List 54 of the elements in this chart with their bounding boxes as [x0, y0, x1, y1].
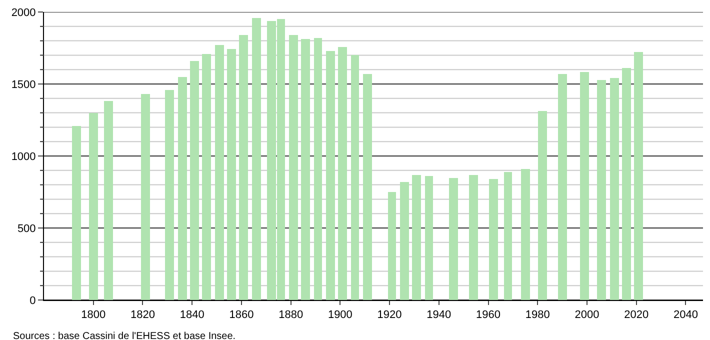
bar [521, 169, 530, 300]
bar [141, 94, 150, 300]
y-tick-label: 500 [17, 222, 36, 235]
bar [239, 35, 248, 300]
bar [412, 175, 421, 300]
x-tick-label: 1920 [377, 309, 402, 322]
bar [301, 39, 310, 300]
y-tick-label: 2000 [11, 6, 36, 19]
x-tick-label: 1900 [328, 309, 352, 322]
bar [252, 18, 261, 300]
x-tick-label: 1820 [130, 309, 155, 322]
bar [558, 74, 567, 300]
bar [504, 172, 512, 300]
bar [338, 47, 347, 300]
bar [538, 111, 547, 300]
x-tick-label: 2000 [574, 309, 600, 322]
y-tick-label: 1500 [11, 78, 36, 91]
bar [489, 179, 498, 300]
bar [289, 35, 298, 300]
x-tick-label: 1840 [180, 309, 204, 322]
bar [89, 113, 98, 300]
bar [178, 77, 187, 300]
x-tick-label: 2040 [673, 309, 698, 322]
y-tick-label: 1000 [11, 150, 36, 163]
x-tick-label: 2020 [624, 309, 649, 322]
bar [190, 61, 199, 300]
bar [363, 74, 372, 300]
x-tick-label: 1960 [476, 309, 501, 322]
bar [314, 38, 322, 300]
bar [622, 68, 631, 300]
y-tick-label: 0 [30, 294, 36, 307]
x-tick-label: 1880 [278, 309, 304, 322]
bar [610, 78, 619, 300]
x-tick-label: 1800 [81, 309, 106, 322]
bar [104, 101, 113, 300]
x-tick-label: 1940 [426, 309, 452, 322]
source-note: Sources : base Cassini de l'EHESS et base Insee. [13, 331, 236, 340]
bar [425, 176, 433, 300]
bar [400, 182, 409, 300]
bar [449, 178, 458, 300]
bar [215, 45, 224, 300]
bar [202, 54, 211, 300]
bar [634, 52, 643, 300]
bar [469, 175, 478, 300]
bar [388, 192, 396, 300]
x-tick-label: 1980 [525, 309, 550, 322]
bar [580, 72, 589, 300]
x-tick-label: 1860 [229, 309, 254, 322]
bar [326, 51, 335, 300]
bar [72, 126, 81, 300]
bar [597, 80, 606, 300]
bar [165, 90, 174, 300]
bar [227, 49, 236, 300]
bar [351, 55, 359, 300]
